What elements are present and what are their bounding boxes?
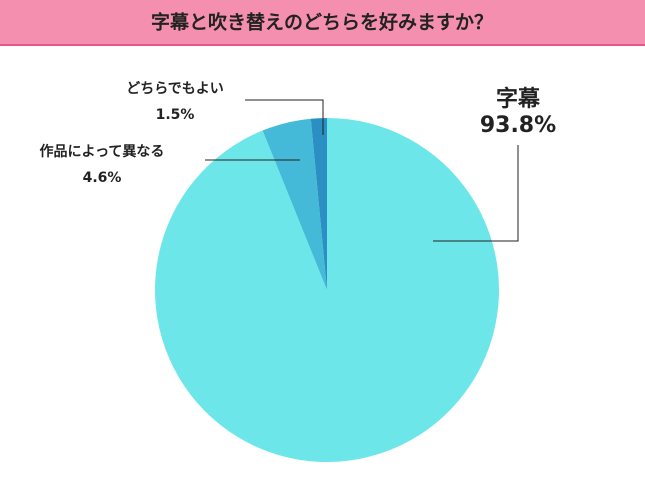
leader-line xyxy=(245,99,324,135)
pie-slice xyxy=(262,118,327,291)
slice-label: 作品によって異なる xyxy=(40,143,165,160)
slice-label: 字幕 xyxy=(496,86,541,112)
leaders xyxy=(205,99,519,242)
slice-value-label: 4.6% xyxy=(83,170,122,186)
pie-slice xyxy=(155,118,500,462)
pie xyxy=(155,118,500,462)
leader-line xyxy=(433,145,519,242)
pie-slice xyxy=(310,118,327,290)
title-border xyxy=(0,44,645,46)
chart-title: 字幕と吹き替えのどちらを好みますか？ xyxy=(151,11,493,34)
slice-value-label: 93.8% xyxy=(480,113,556,138)
slice-label: どちらでもよい xyxy=(126,81,224,97)
title-bar xyxy=(0,0,645,46)
slice-value-label: 1.5% xyxy=(156,107,195,123)
